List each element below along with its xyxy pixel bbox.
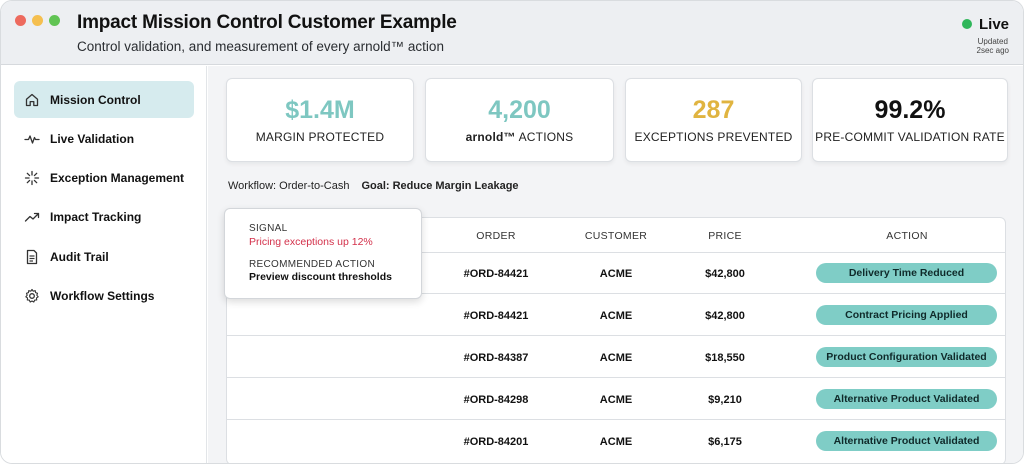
signal-tooltip: SIGNAL Pricing exceptions up 12% RECOMME… xyxy=(224,208,422,299)
burst-icon xyxy=(23,169,41,187)
order-price: $18,550 xyxy=(705,352,745,364)
customer-name: ACME xyxy=(599,310,633,322)
kpi-card-exceptions-prevented: 287 EXCEPTIONS PREVENTED xyxy=(625,78,802,162)
column-header-customer[interactable]: CUSTOMER xyxy=(584,230,648,242)
workflow-label: Workflow: Order-to-Cash xyxy=(228,180,350,192)
table-header: ORDER CUSTOMER PRICE ACTION xyxy=(227,218,1005,253)
order-price: $42,800 xyxy=(705,310,745,322)
order-id: #ORD-84387 xyxy=(463,352,529,364)
column-header-action[interactable]: ACTION xyxy=(886,230,928,242)
signal-heading: SIGNAL xyxy=(249,223,288,234)
kpi-card-validation-rate: 99.2% PRE-COMMIT VALIDATION RATE xyxy=(812,78,1008,162)
order-price: $6,175 xyxy=(708,436,742,448)
updated-line-1: Updated xyxy=(977,37,1008,46)
kpi-label: MARGIN PROTECTED xyxy=(255,130,385,144)
close-window-button[interactable] xyxy=(15,15,26,26)
sidebar-item-label: Live Validation xyxy=(50,131,135,146)
workflow-info: Workflow: Order-to-Cash Goal: Reduce Marg… xyxy=(228,180,519,192)
sidebar-item-label: Impact Tracking xyxy=(50,209,142,224)
sidebar-item-mission-control[interactable]: Mission Control xyxy=(14,81,194,118)
sidebar-item-label: Exception Management xyxy=(50,170,185,185)
table-row[interactable]: #ORD-84201 ACME $6,175 Alternative Produ… xyxy=(227,421,1005,462)
title-bar: Impact Mission Control Customer Example … xyxy=(1,1,1023,65)
sidebar-item-audit-trail[interactable]: Audit Trail xyxy=(14,238,194,275)
table-row[interactable]: #ORD-84298 ACME $9,210 Alternative Produ… xyxy=(227,379,1005,420)
sidebar-item-label: Workflow Settings xyxy=(50,288,155,303)
sidebar: Mission Control Live Validation Exceptio… xyxy=(1,66,207,463)
live-label: Live xyxy=(978,16,1009,33)
app-subtitle: Control validation, and measurement of e… xyxy=(77,39,444,54)
sidebar-item-label: Audit Trail xyxy=(50,249,109,264)
order-id: #ORD-84421 xyxy=(463,268,529,280)
kpi-value: 287 xyxy=(692,96,735,124)
kpi-label-text: ACTIONS xyxy=(515,130,574,144)
sidebar-item-impact-tracking[interactable]: Impact Tracking xyxy=(14,198,194,235)
minimize-window-button[interactable] xyxy=(32,15,43,26)
goal-label: Goal: Reduce Margin Leakage xyxy=(361,180,519,192)
main-content: $1.4M MARGIN PROTECTED 4,200 arnold™ ACT… xyxy=(208,66,1023,463)
action-badge[interactable]: Alternative Product Validated xyxy=(816,389,997,409)
action-badge[interactable]: Product Configuration Validated xyxy=(816,347,997,367)
home-icon xyxy=(23,91,41,109)
sidebar-item-exception-management[interactable]: Exception Management xyxy=(14,159,194,196)
kpi-label: EXCEPTIONS PREVENTED xyxy=(634,130,793,144)
sidebar-item-label: Mission Control xyxy=(50,92,141,107)
column-header-order[interactable]: ORDER xyxy=(476,230,516,242)
sidebar-item-workflow-settings[interactable]: Workflow Settings xyxy=(14,277,194,314)
live-status: Live Updated 2sec ago xyxy=(961,16,1009,55)
kpi-value: 4,200 xyxy=(488,96,551,124)
signal-text: Pricing exceptions up 12% xyxy=(249,236,373,248)
document-icon xyxy=(23,248,41,266)
action-badge[interactable]: Contract Pricing Applied xyxy=(816,305,997,325)
order-id: #ORD-84298 xyxy=(463,394,529,406)
kpi-label-brand: arnold™ xyxy=(465,130,516,144)
trend-icon xyxy=(23,208,41,226)
kpi-card-arnold-actions: 4,200 arnold™ ACTIONS xyxy=(425,78,614,162)
maximize-window-button[interactable] xyxy=(49,15,60,26)
kpi-label: PRE-COMMIT VALIDATION RATE xyxy=(815,130,1005,144)
gear-icon xyxy=(23,287,41,305)
updated-timestamp: Updated 2sec ago xyxy=(977,37,1009,55)
table-row[interactable]: #ORD-84421 ACME $42,800 Contract Pricing… xyxy=(227,295,1005,336)
table-row[interactable]: #ORD-84421 ACME $42,800 Delivery Time Re… xyxy=(227,253,1005,294)
recommended-action-text[interactable]: Preview discount thresholds xyxy=(249,271,392,283)
updated-line-2: 2sec ago xyxy=(976,46,1009,55)
kpi-card-margin-protected: $1.4M MARGIN PROTECTED xyxy=(226,78,414,162)
sidebar-item-live-validation[interactable]: Live Validation xyxy=(14,120,194,157)
pulse-icon xyxy=(23,130,41,148)
app-title: Impact Mission Control Customer Example xyxy=(77,12,457,33)
kpi-value: $1.4M xyxy=(285,96,355,124)
kpi-label: arnold™ ACTIONS xyxy=(426,130,613,144)
order-id: #ORD-84421 xyxy=(463,310,529,322)
live-dot-icon xyxy=(961,19,972,29)
order-id: #ORD-84201 xyxy=(463,436,529,448)
table-row[interactable]: #ORD-84387 ACME $18,550 Product Configur… xyxy=(227,337,1005,378)
order-price: $9,210 xyxy=(708,394,742,406)
customer-name: ACME xyxy=(599,352,633,364)
customer-name: ACME xyxy=(599,394,633,406)
action-badge[interactable]: Alternative Product Validated xyxy=(816,431,997,451)
recommended-action-heading: RECOMMENDED ACTION xyxy=(249,259,375,270)
column-header-price[interactable]: PRICE xyxy=(708,230,742,242)
customer-name: ACME xyxy=(599,436,633,448)
kpi-value: 99.2% xyxy=(874,96,946,124)
order-price: $42,800 xyxy=(705,268,745,280)
action-badge[interactable]: Delivery Time Reduced xyxy=(816,263,997,283)
customer-name: ACME xyxy=(599,268,633,280)
